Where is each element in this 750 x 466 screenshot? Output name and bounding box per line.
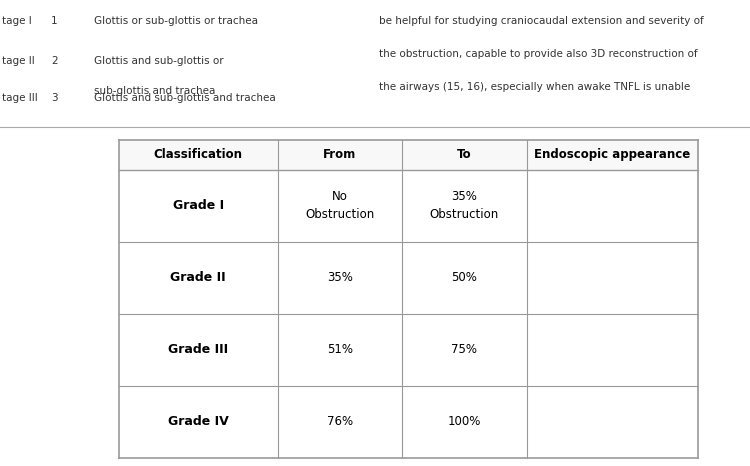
- Text: the airways (15, 16), especially when awake TNFL is unable: the airways (15, 16), especially when aw…: [379, 82, 690, 91]
- Text: 35%: 35%: [327, 271, 353, 284]
- Text: tage II: tage II: [2, 56, 35, 66]
- Text: 1: 1: [51, 16, 58, 26]
- Text: the obstruction, capable to provide also 3D reconstruction of: the obstruction, capable to provide also…: [379, 49, 698, 59]
- Polygon shape: [610, 342, 614, 352]
- Text: From: From: [323, 148, 356, 161]
- Circle shape: [584, 249, 640, 307]
- Text: sub-glottis and trachea: sub-glottis and trachea: [94, 86, 215, 96]
- Text: Grade III: Grade III: [168, 343, 228, 356]
- Text: 51%: 51%: [327, 343, 353, 356]
- Text: Grade I: Grade I: [172, 199, 224, 212]
- Text: 50%: 50%: [452, 271, 478, 284]
- Text: tage III: tage III: [2, 93, 38, 103]
- Polygon shape: [610, 191, 615, 214]
- Ellipse shape: [601, 265, 623, 290]
- Text: 2: 2: [51, 56, 58, 66]
- Text: Glottis and sub-glottis or: Glottis and sub-glottis or: [94, 56, 224, 66]
- Text: 75%: 75%: [452, 343, 478, 356]
- Text: No
Obstruction: No Obstruction: [305, 191, 374, 221]
- Text: Endoscopic appearance: Endoscopic appearance: [534, 148, 690, 161]
- Circle shape: [584, 321, 640, 378]
- Text: To: To: [458, 148, 472, 161]
- Text: Glottis or sub-glottis or trachea: Glottis or sub-glottis or trachea: [94, 16, 258, 26]
- Text: be helpful for studying craniocaudal extension and severity of: be helpful for studying craniocaudal ext…: [379, 16, 704, 26]
- Text: Grade IV: Grade IV: [168, 415, 229, 428]
- Ellipse shape: [601, 337, 623, 363]
- Ellipse shape: [611, 418, 613, 422]
- Text: Grade II: Grade II: [170, 271, 226, 284]
- Text: 76%: 76%: [327, 415, 353, 428]
- Text: 35%
Obstruction: 35% Obstruction: [430, 191, 499, 221]
- Text: 3: 3: [51, 93, 58, 103]
- Ellipse shape: [602, 192, 622, 217]
- Text: 100%: 100%: [448, 415, 482, 428]
- Circle shape: [584, 393, 640, 451]
- Text: Classification: Classification: [154, 148, 242, 161]
- Text: tage I: tage I: [2, 16, 32, 26]
- Ellipse shape: [601, 410, 623, 434]
- Circle shape: [584, 177, 640, 235]
- Text: Glottis and sub-glottis and trachea: Glottis and sub-glottis and trachea: [94, 93, 275, 103]
- Polygon shape: [610, 266, 614, 283]
